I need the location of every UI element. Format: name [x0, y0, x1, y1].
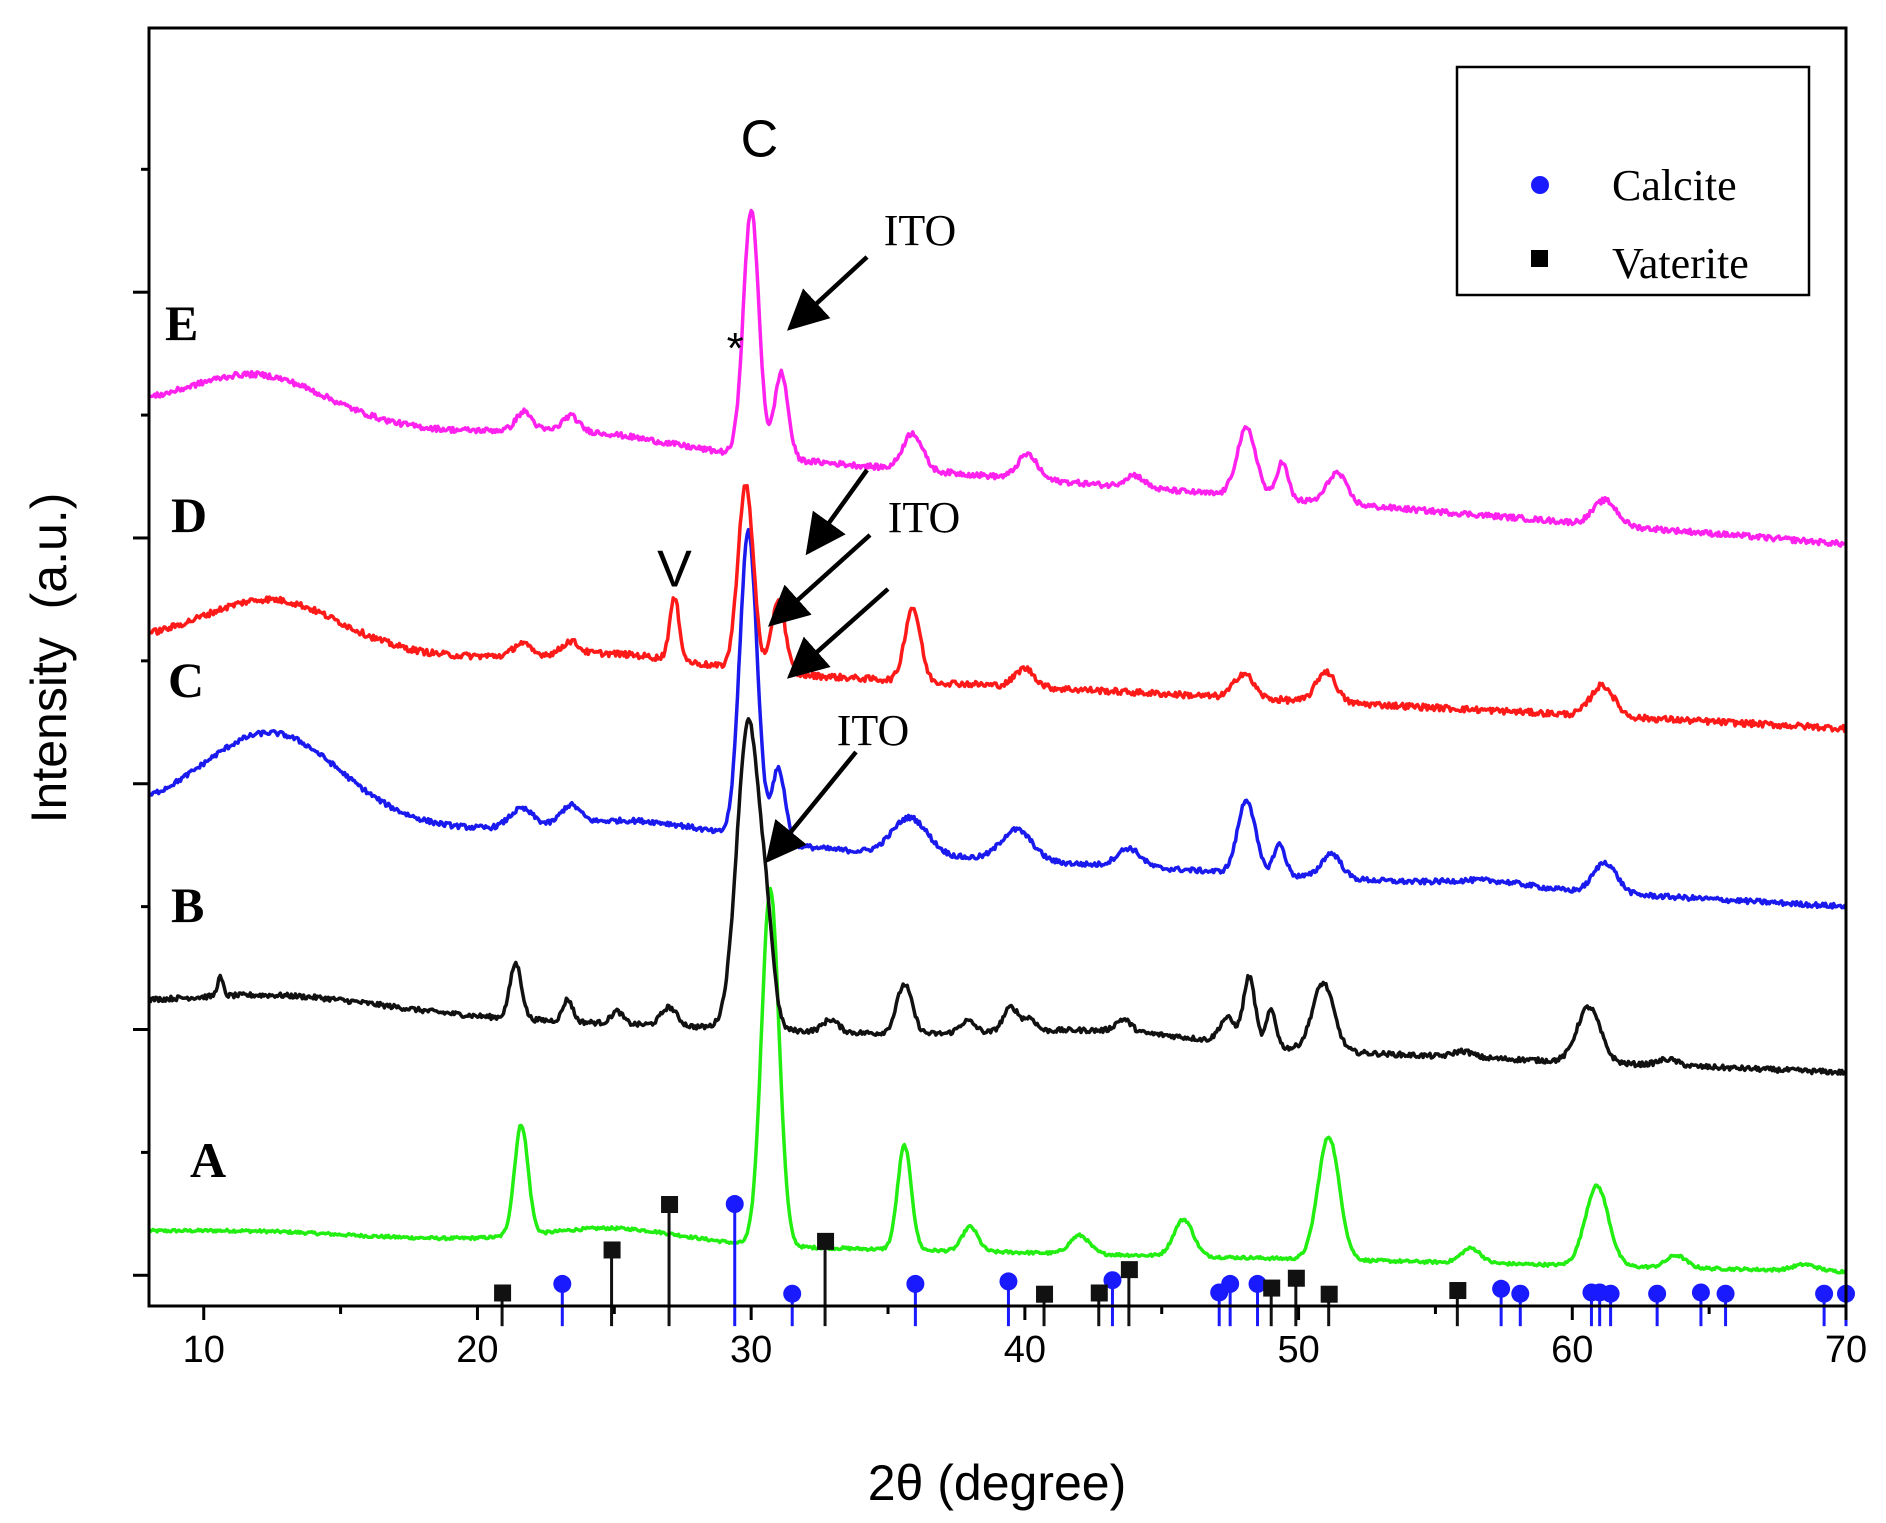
curve-label-b: B [171, 877, 204, 933]
ito-arrow-c [767, 533, 872, 627]
ito-arrow-d [805, 468, 869, 556]
vaterite-ref-marker [494, 1284, 512, 1302]
calcite-ref-marker [725, 1195, 744, 1214]
calcite-ref-marker [1492, 1279, 1511, 1298]
legend: Calcite Vaterite [1455, 65, 1811, 297]
vaterite-ref-marker [1090, 1284, 1108, 1302]
ito-label-e: ITO [884, 206, 957, 255]
x-axis-title: 2θ (degree) [868, 1455, 1127, 1511]
vaterite-ref-marker [1036, 1285, 1054, 1303]
calcite-ref-marker [1716, 1284, 1735, 1303]
curve-label-e: E [165, 295, 198, 351]
vaterite-ref-marker [1263, 1279, 1281, 1297]
x-tick-label: 70 [1825, 1329, 1867, 1371]
vaterite-legend-marker [1531, 250, 1548, 267]
series-group [147, 208, 1848, 1275]
x-tick-label: 30 [730, 1329, 772, 1371]
vaterite-ref-marker [661, 1196, 679, 1214]
legend-box [1455, 65, 1811, 297]
vaterite-legend-label: Vaterite [1612, 239, 1749, 288]
axes-group [147, 26, 1848, 1308]
calcite-ref-marker [783, 1284, 802, 1303]
x-tick-label: 60 [1551, 1329, 1593, 1371]
calcite-ref-marker [906, 1274, 925, 1293]
ticks-group: 10 20 30 40 50 60 70 [133, 167, 1867, 1371]
series-e-line [148, 208, 1848, 548]
series-d-line [148, 483, 1848, 734]
annotations-group: C V * ITO ITO ITO [657, 111, 961, 864]
x-tick-label: 50 [1277, 1329, 1319, 1371]
vaterite-ref-marker [1120, 1261, 1138, 1279]
series-c-line [147, 527, 1848, 910]
calcite-ref-marker [1691, 1283, 1710, 1302]
series-b-line [148, 717, 1848, 1076]
calcite-legend-marker [1531, 176, 1549, 194]
calcite-ref-marker [999, 1272, 1018, 1291]
ito-arrow-c2 [786, 587, 890, 679]
ito-arrow-e [787, 255, 869, 331]
calcite-ref-marker [1601, 1284, 1620, 1303]
x-tick-label: 40 [1004, 1329, 1046, 1371]
curve-label-a: A [190, 1132, 226, 1188]
calcite-ref-marker [1248, 1274, 1267, 1293]
ito-label-d: ITO [888, 493, 961, 542]
calcite-legend-label: Calcite [1612, 161, 1737, 210]
vaterite-ref-marker [817, 1232, 835, 1250]
curve-label-d: D [171, 487, 207, 543]
calcite-ref-marker [1511, 1284, 1530, 1303]
vaterite-ref-marker [1320, 1285, 1338, 1303]
calcite-ref-marker [1221, 1274, 1240, 1293]
asterisk-marker: * [727, 324, 744, 373]
plot-frame [147, 26, 1848, 1308]
calcite-ref-marker [553, 1274, 572, 1293]
x-tick-label: 20 [456, 1329, 498, 1371]
vaterite-ref-marker [603, 1241, 621, 1259]
calcite-ref-marker [1815, 1284, 1834, 1303]
curve-labels-group: A B C D E [165, 295, 226, 1188]
peak-label-v: V [657, 541, 692, 599]
vaterite-ref-marker [1449, 1282, 1467, 1300]
ito-arrow-a [765, 750, 858, 864]
series-a-line [147, 886, 1848, 1275]
x-tick-label: 10 [183, 1329, 225, 1371]
calcite-ref-marker [1648, 1284, 1667, 1303]
calcite-ref-marker [1103, 1271, 1122, 1290]
peak-label-c: C [741, 111, 779, 169]
ito-label-a: ITO [837, 706, 910, 755]
y-axis-title: Intensity (a.u.) [21, 493, 77, 824]
vaterite-ref-marker [1287, 1269, 1305, 1287]
curve-label-c: C [168, 652, 204, 708]
